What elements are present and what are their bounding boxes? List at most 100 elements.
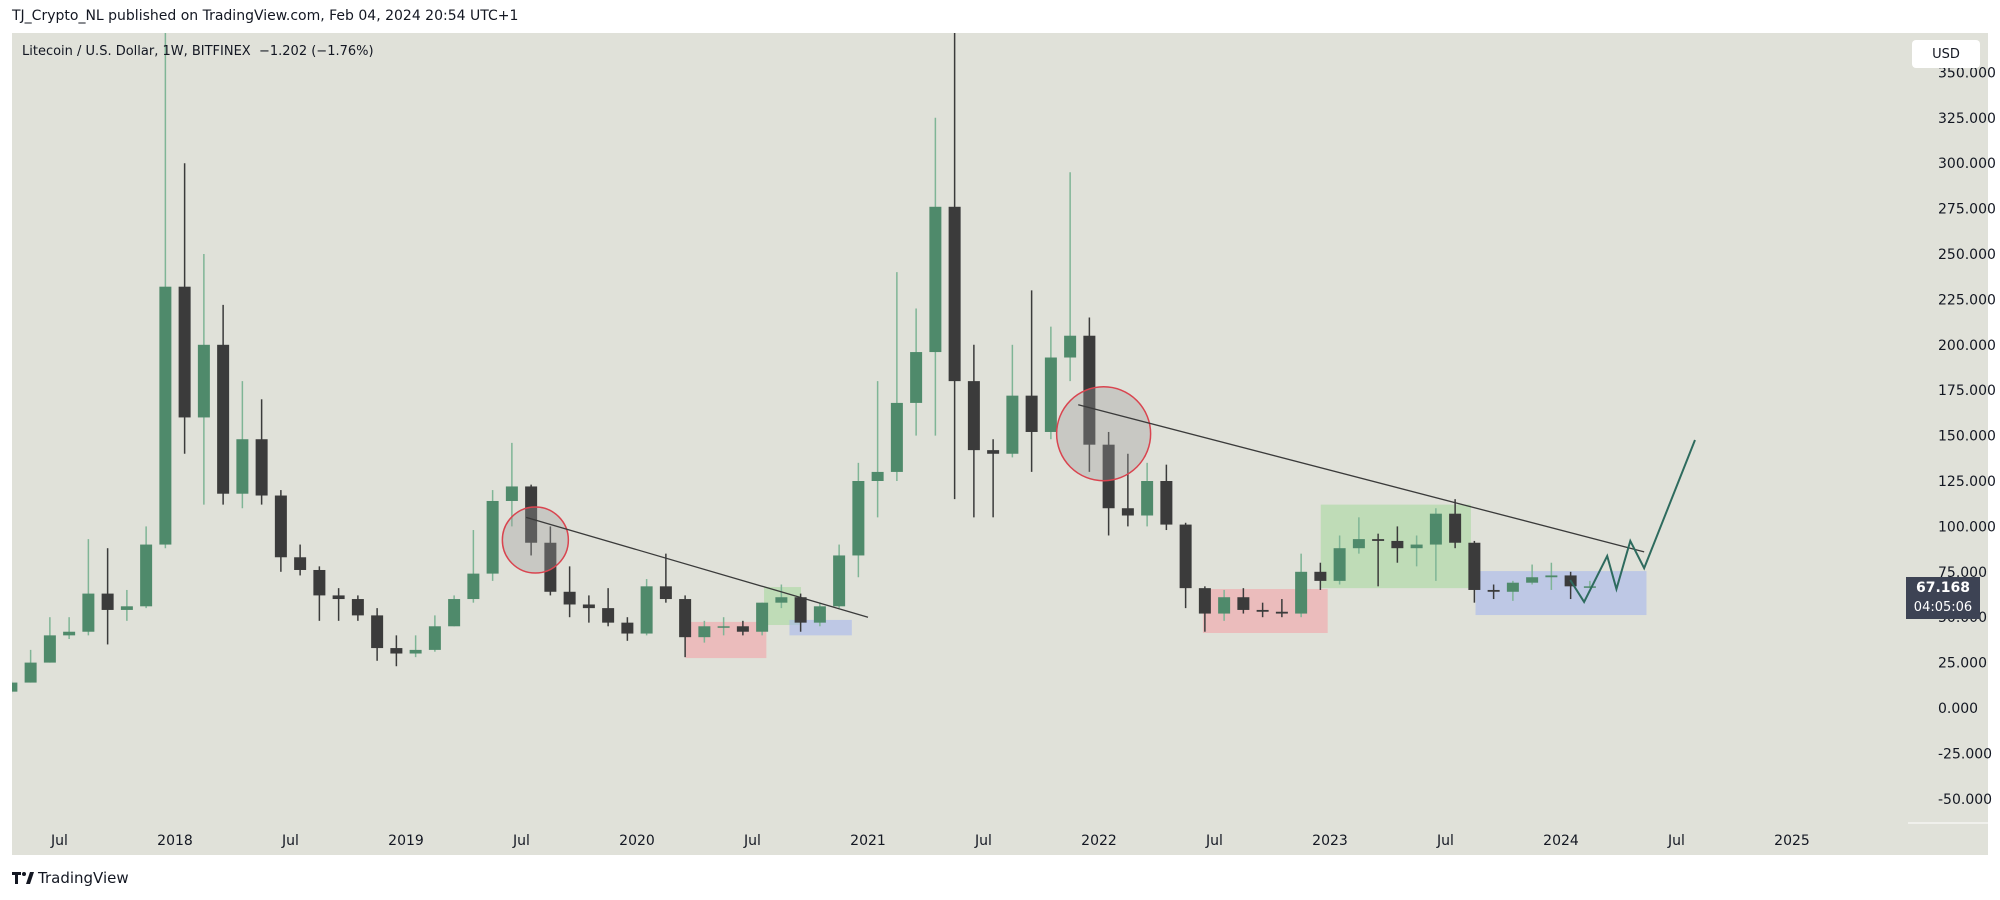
candle-body — [1102, 444, 1115, 509]
candle-body — [1391, 540, 1404, 549]
candle-body — [871, 471, 884, 481]
price-change: −1.202 (−1.76%) — [258, 44, 374, 59]
candle-body — [563, 591, 576, 605]
candle-body — [448, 599, 461, 627]
y-tick-label: 75.000 — [1938, 565, 1987, 581]
y-tick-label: 350.000 — [1938, 65, 1996, 81]
candle-body — [1372, 539, 1385, 541]
candle-body — [140, 544, 153, 607]
candle-body — [178, 286, 191, 418]
candle-body — [1044, 357, 1057, 432]
x-tick-label: 2025 — [1774, 833, 1810, 849]
candle-body — [1275, 611, 1288, 614]
candle-body — [101, 593, 114, 610]
y-tick-label: 100.000 — [1938, 519, 1996, 535]
publish-info: TJ_Crypto_NL published on TradingView.co… — [12, 8, 519, 24]
x-tick-label: 2024 — [1543, 833, 1579, 849]
candle-body — [351, 599, 364, 616]
candle-body — [833, 555, 846, 607]
x-tick-label: 2023 — [1312, 833, 1348, 849]
x-tick-label: Jul — [281, 833, 299, 849]
candle-body — [775, 597, 788, 603]
candle-body — [371, 615, 384, 649]
x-tick-label: Jul — [1436, 833, 1454, 849]
symbol-legend: Litecoin / U.S. Dollar, 1W, BITFINEX −1.… — [22, 44, 374, 59]
candle-body — [1121, 508, 1134, 516]
candle-body — [1506, 582, 1519, 592]
y-tick-label: 225.000 — [1938, 292, 1996, 308]
candle-body — [1179, 524, 1192, 589]
candle-body — [948, 206, 961, 382]
candle-body — [1410, 544, 1423, 549]
candle-body — [332, 595, 345, 600]
y-tick-label: 0.000 — [1938, 701, 1978, 717]
last-price-label: 67.168 04:05:06 — [1906, 577, 1980, 619]
x-tick-label: Jul — [1667, 833, 1685, 849]
candle-body — [1545, 575, 1558, 578]
candle-body — [1006, 395, 1019, 454]
candle-body — [313, 569, 326, 596]
candle-body — [294, 557, 307, 570]
y-tick-label: 325.000 — [1938, 111, 1996, 127]
candle-body — [890, 402, 903, 472]
candle-body — [1025, 395, 1038, 432]
y-tick-label: -25.000 — [1938, 746, 1992, 762]
candle-body — [255, 439, 268, 496]
tradingview-logo-icon — [12, 872, 34, 884]
range-box — [1475, 571, 1647, 616]
candle-body — [544, 542, 557, 592]
candle-body — [967, 381, 980, 451]
candle-body — [813, 606, 826, 623]
candle-body — [679, 599, 692, 638]
logo-text: TradingView — [38, 869, 129, 887]
y-tick-label: 150.000 — [1938, 429, 1996, 445]
x-tick-label: 2020 — [619, 833, 655, 849]
candle-body — [82, 593, 95, 632]
candle-body — [428, 626, 441, 650]
candle-body — [486, 500, 499, 574]
y-tick-label: 175.000 — [1938, 383, 1996, 399]
y-tick-label: 25.000 — [1938, 656, 1987, 672]
x-tick-label: Jul — [1205, 833, 1223, 849]
highlight-circle — [501, 506, 570, 574]
symbol-title: Litecoin / U.S. Dollar, 1W, BITFINEX — [22, 44, 251, 59]
candle-body — [852, 481, 865, 556]
tradingview-logo[interactable]: TradingView — [12, 869, 129, 887]
candle-body — [525, 486, 538, 543]
chart-background — [12, 33, 1988, 855]
candle-body — [929, 206, 942, 353]
candle-body — [1487, 589, 1500, 592]
candle-body — [1295, 571, 1308, 614]
candle-body — [1218, 597, 1231, 614]
candle-body — [1333, 548, 1346, 581]
candle-body — [409, 649, 422, 654]
candle-body — [794, 597, 807, 623]
candle-body — [717, 626, 730, 628]
candle-body — [159, 286, 172, 545]
y-tick-label: 125.000 — [1938, 474, 1996, 490]
candle-body — [63, 631, 76, 636]
candle-body — [1237, 597, 1250, 610]
candle-body — [602, 608, 615, 623]
candle-body — [1583, 586, 1596, 588]
candle-body — [1141, 481, 1154, 516]
x-tick-label: 2022 — [1081, 833, 1117, 849]
highlight-circle — [1055, 386, 1152, 482]
y-tick-label: 250.000 — [1938, 247, 1996, 263]
candle-body — [659, 586, 672, 600]
candle-body — [756, 602, 769, 632]
candle-body — [120, 606, 133, 610]
range-box — [789, 619, 852, 636]
y-tick-label: 300.000 — [1938, 156, 1996, 172]
candle-body — [43, 635, 56, 663]
currency-button[interactable]: USD — [1912, 40, 1980, 68]
candle-body — [467, 573, 480, 600]
candle-body — [1468, 542, 1481, 590]
candle-body — [12, 682, 18, 692]
candle-body — [24, 662, 37, 683]
candle-body — [217, 344, 230, 494]
x-tick-label: Jul — [974, 833, 992, 849]
x-tick-label: 2018 — [157, 833, 193, 849]
x-tick-label: Jul — [512, 833, 530, 849]
